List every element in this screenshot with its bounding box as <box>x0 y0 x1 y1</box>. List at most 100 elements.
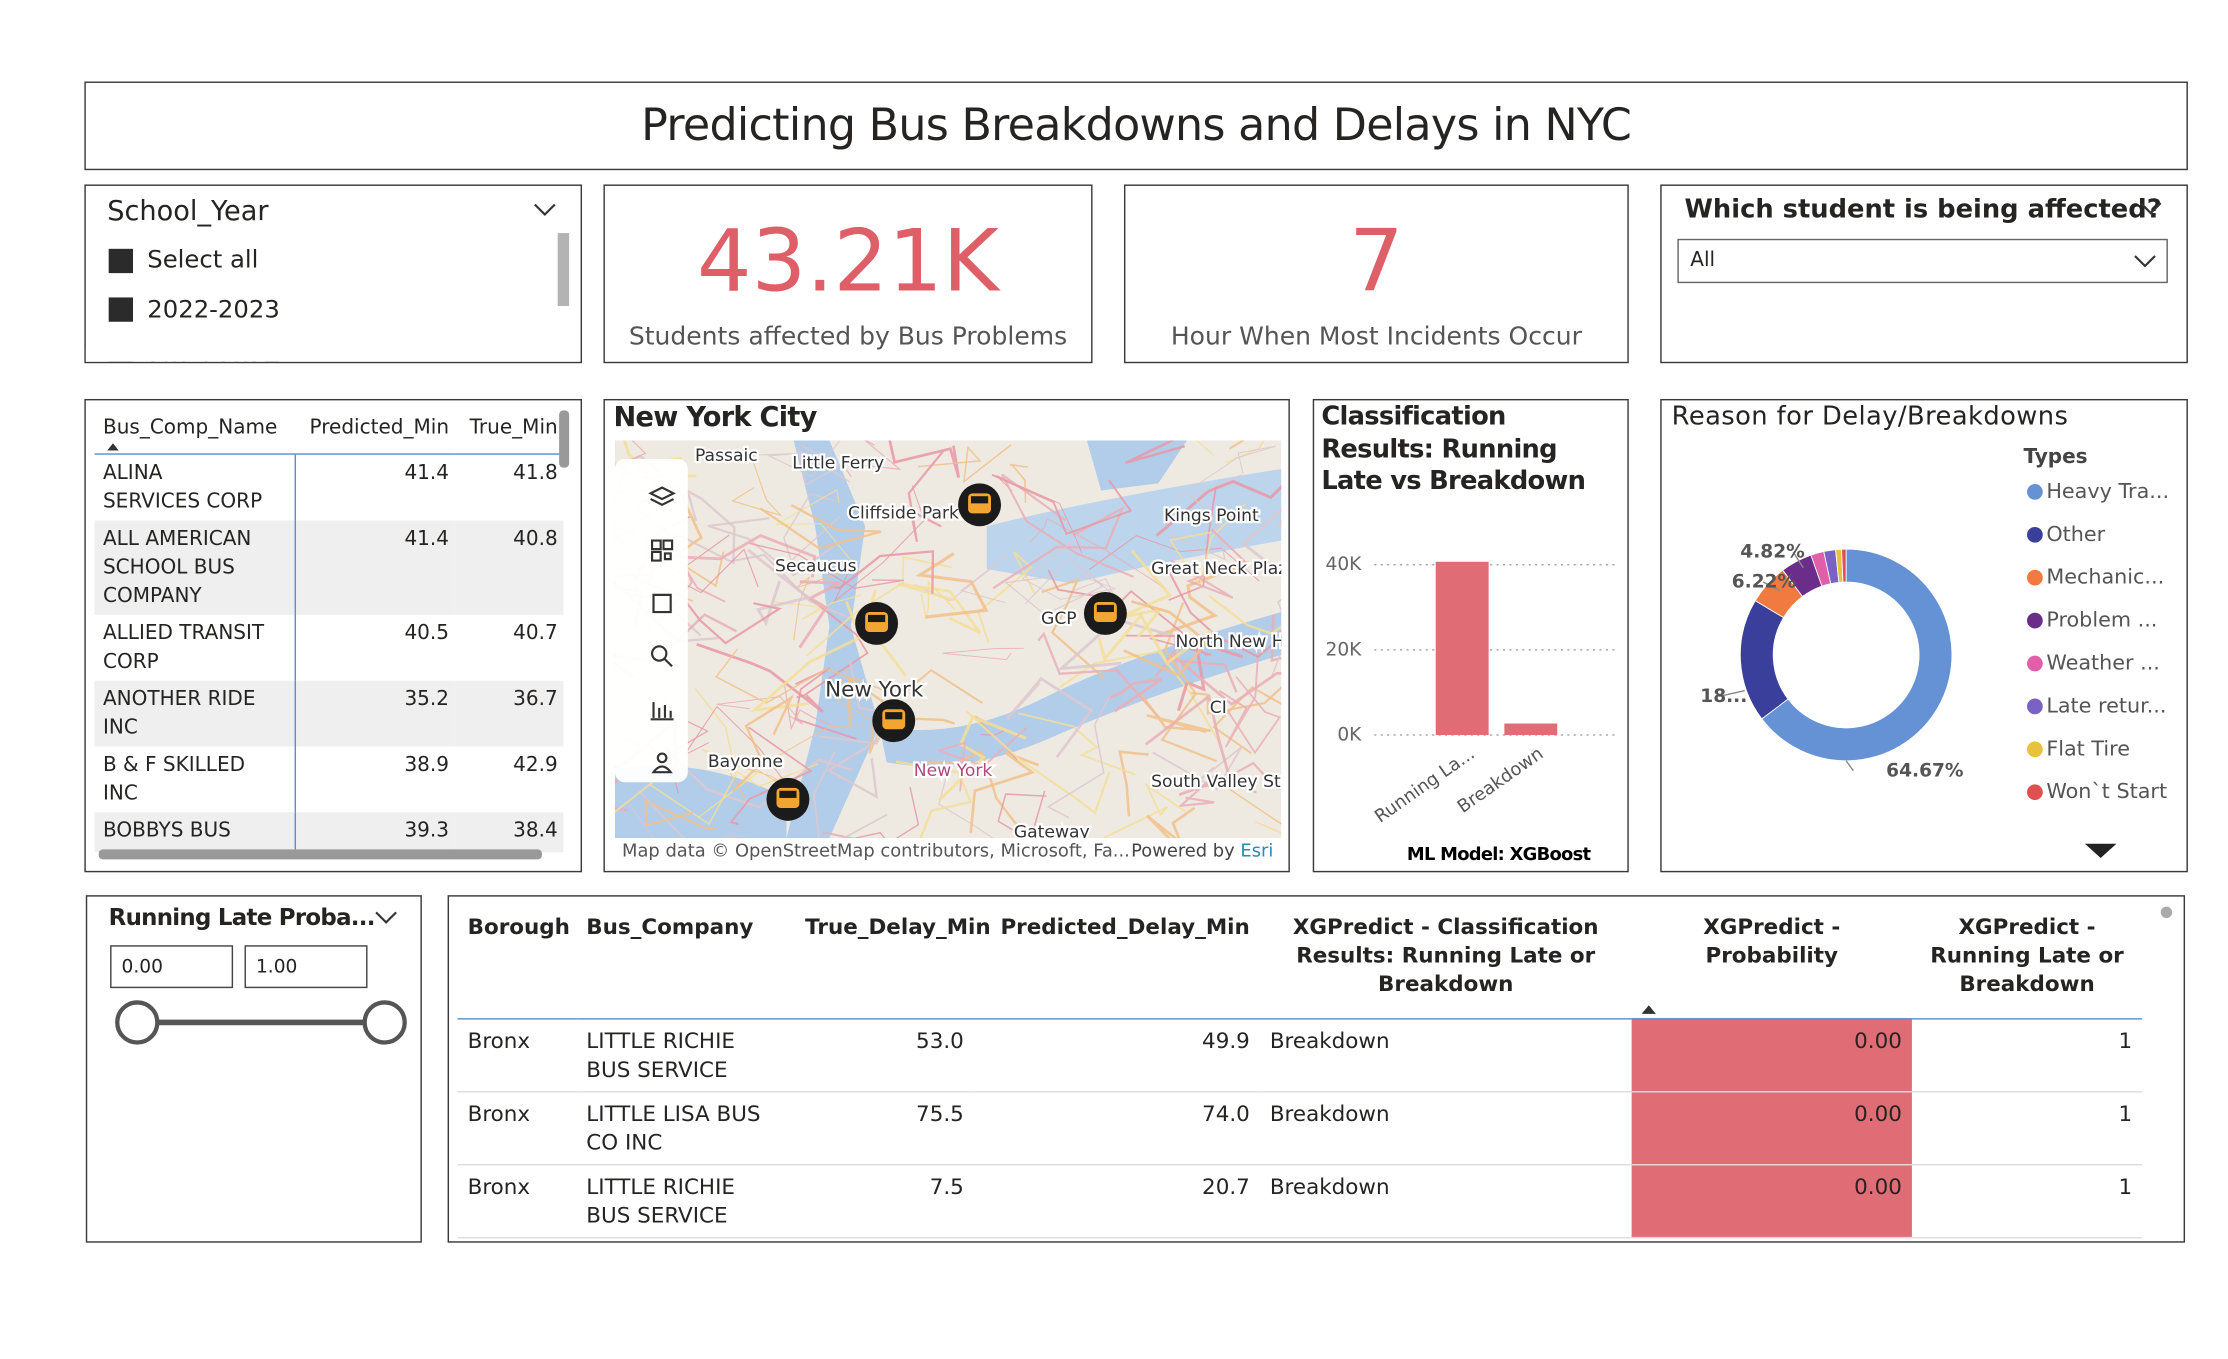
dropdown[interactable]: All <box>1677 238 2168 284</box>
bus-window <box>1096 604 1114 613</box>
table-cell: 20.7 <box>1202 1173 1250 1200</box>
table-cell: ANOTHER RIDE INC <box>94 680 296 747</box>
legend-swatch <box>2027 655 2043 672</box>
h-scrollbar <box>98 849 542 860</box>
legend-label: Won`t Start <box>2046 779 2167 803</box>
road <box>1155 560 1250 638</box>
road <box>991 473 1133 536</box>
road <box>771 594 862 621</box>
column-header[interactable]: XGPredict - Probability <box>1632 908 1912 1018</box>
road <box>917 444 1012 484</box>
column-header[interactable]: Bus_Comp_Name <box>94 409 294 454</box>
donut-chart: 64.67% 18... 6.22% 4.82% Types Heavy Tra... Ot… <box>1700 444 2169 858</box>
road <box>1241 507 1282 576</box>
leader-line <box>1718 689 1745 698</box>
slicer-option[interactable]: Select all <box>108 245 258 276</box>
slider-handle[interactable] <box>115 1000 160 1045</box>
road <box>716 696 803 725</box>
road <box>888 440 961 479</box>
slicer-title: School_Year <box>107 195 269 228</box>
legend-label: Mechanic... <box>2046 565 2164 589</box>
table-row: ALL AMERICAN SCHOOL BUS COMPANY 41.4 40.8 <box>94 520 564 615</box>
scroll-dot <box>2160 906 2173 919</box>
column-header[interactable]: True_Min <box>469 416 558 440</box>
legend-swatch <box>2027 484 2043 500</box>
option-label: 2022-2023 <box>147 295 280 324</box>
table-cell: 1 <box>2118 1173 2133 1200</box>
table-cell: 40.7 <box>513 622 558 645</box>
range-input[interactable]: 1.00 <box>244 945 368 989</box>
checkbox <box>108 297 133 322</box>
column-header[interactable]: Predicted_Delay_Min <box>1000 913 1250 940</box>
company-table: Bus_Comp_Name Predicted_Min True_Min ALINA … <box>94 409 564 853</box>
road <box>1166 567 1282 659</box>
road <box>682 705 794 794</box>
table-cell: Breakdown <box>1269 1173 1390 1200</box>
road <box>1202 785 1282 825</box>
data-label: 64.67% <box>1886 760 1964 781</box>
road <box>649 688 737 826</box>
toolbar-button[interactable] <box>651 752 673 774</box>
toolbar-button[interactable] <box>651 645 673 668</box>
toolbar-icon <box>651 752 673 774</box>
column-header[interactable]: Bus_Company <box>586 913 754 940</box>
road <box>812 750 888 838</box>
bar-chart-panel: Classification Results: Running Late vs … <box>1312 398 1629 873</box>
place-label: Cliffside Park <box>848 503 959 523</box>
bus-window <box>868 614 886 623</box>
slicer-mask <box>85 347 581 362</box>
slider-handle[interactable] <box>362 1000 407 1045</box>
road <box>1189 686 1282 715</box>
column-header[interactable]: Predicted_Min <box>309 416 450 440</box>
table-cell: LITTLE RICHIE BUS SERVICE <box>586 1173 735 1228</box>
column-header[interactable]: Borough <box>467 913 570 940</box>
road <box>834 485 925 602</box>
toolbar-button[interactable] <box>648 486 676 506</box>
road <box>735 440 841 478</box>
map-fade <box>614 440 1282 838</box>
place-label: Bayonne <box>708 752 783 772</box>
column-header[interactable]: True_Delay_Min <box>805 913 991 940</box>
chevron-icon <box>534 203 556 217</box>
slider-title: Running Late Proba... <box>108 903 376 931</box>
bar <box>1435 561 1489 736</box>
leader-line <box>1792 551 1804 569</box>
legend-label: Heavy Tra... <box>2046 479 2169 503</box>
place-label: New York <box>914 761 993 781</box>
toolbar-button[interactable] <box>652 593 672 614</box>
chevron-icon <box>2139 202 2162 215</box>
legend-label: Other <box>2046 522 2105 546</box>
company-table-panel: Bus_Comp_Name Predicted_Min True_Min ALINA … <box>84 398 583 873</box>
y-tick-label: 40K <box>1326 554 1363 575</box>
road <box>1208 594 1282 636</box>
road <box>791 584 869 699</box>
road <box>1029 517 1166 589</box>
header-row: Bus_Comp_Name Predicted_Min True_Min <box>94 409 564 455</box>
table-row: B & F SKILLED INC 38.9 42.9 <box>94 746 564 813</box>
toolbar-button[interactable] <box>650 702 674 721</box>
range-input[interactable]: 0.00 <box>110 945 234 989</box>
road <box>1046 695 1111 819</box>
road <box>1222 761 1282 790</box>
toolbar-button[interactable] <box>651 539 674 562</box>
table-cell: 39.3 <box>404 819 450 843</box>
road <box>920 579 956 620</box>
map-provider: Powered by Esri <box>1131 839 1273 860</box>
chevron-icon <box>375 911 397 924</box>
table-cell: 41.4 <box>404 527 450 551</box>
kpi-card: 43.21K Students affected by Bus Problems <box>603 184 1093 364</box>
road <box>992 505 1125 590</box>
road <box>1103 782 1186 838</box>
road <box>783 684 831 731</box>
header-row: Borough Bus_Company True_Delay_Min Predicte… <box>457 908 2143 1019</box>
table-cell: 74.0 <box>1202 1100 1250 1127</box>
table-row: ANOTHER RIDE INC 35.2 36.7 <box>94 680 564 747</box>
column-header[interactable]: XGPredict - Classification Results: Runn… <box>1292 913 1599 997</box>
road <box>1212 686 1282 755</box>
road <box>729 726 813 826</box>
slicer-option[interactable]: 2022-2023 <box>108 294 280 325</box>
column-header[interactable]: XGPredict - Running Late or Breakdown <box>1930 913 2124 997</box>
road <box>826 737 879 799</box>
provider-name[interactable]: Esri <box>1240 839 1274 861</box>
data-label: 6.22% <box>1732 572 1797 593</box>
